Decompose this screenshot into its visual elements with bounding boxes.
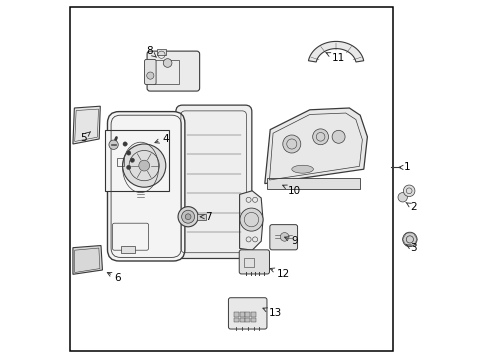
Bar — [234, 318, 239, 322]
Bar — [267, 178, 360, 189]
Circle shape — [240, 208, 263, 231]
FancyBboxPatch shape — [228, 298, 267, 329]
Circle shape — [123, 142, 127, 146]
Text: 12: 12 — [270, 268, 290, 279]
Polygon shape — [73, 246, 102, 274]
Text: 5: 5 — [80, 132, 91, 143]
Circle shape — [283, 135, 301, 153]
Circle shape — [126, 151, 131, 155]
Text: 4: 4 — [155, 134, 169, 144]
FancyBboxPatch shape — [107, 112, 185, 261]
Bar — [240, 312, 245, 317]
Circle shape — [182, 210, 195, 223]
Circle shape — [130, 158, 134, 162]
Circle shape — [332, 130, 345, 143]
FancyBboxPatch shape — [270, 225, 297, 250]
Polygon shape — [308, 41, 364, 62]
Bar — [251, 318, 256, 322]
Circle shape — [126, 165, 131, 170]
Text: 2: 2 — [406, 202, 416, 212]
Text: 13: 13 — [263, 308, 282, 318]
Text: 1: 1 — [399, 162, 411, 172]
FancyBboxPatch shape — [145, 59, 156, 85]
Text: 10: 10 — [283, 185, 301, 196]
FancyBboxPatch shape — [239, 250, 270, 274]
Circle shape — [185, 214, 191, 220]
Ellipse shape — [292, 165, 314, 173]
Text: 9: 9 — [285, 236, 298, 246]
Circle shape — [280, 233, 289, 241]
Text: 6: 6 — [107, 273, 122, 283]
Polygon shape — [265, 108, 368, 184]
Bar — [244, 258, 254, 267]
Bar — [117, 158, 123, 166]
Circle shape — [403, 185, 415, 197]
Circle shape — [403, 232, 417, 247]
Text: 11: 11 — [326, 53, 344, 63]
Bar — [245, 318, 250, 322]
Circle shape — [163, 59, 172, 67]
Circle shape — [178, 207, 198, 227]
Bar — [234, 312, 239, 317]
Bar — [245, 312, 250, 317]
Bar — [71, 7, 392, 351]
Bar — [251, 312, 256, 317]
Circle shape — [109, 140, 118, 149]
Polygon shape — [240, 191, 263, 250]
Polygon shape — [73, 106, 100, 144]
Circle shape — [398, 193, 407, 202]
Bar — [197, 214, 206, 220]
Circle shape — [313, 129, 328, 145]
Bar — [121, 246, 135, 253]
Bar — [157, 49, 166, 55]
Circle shape — [139, 160, 149, 171]
Text: 3: 3 — [406, 243, 416, 253]
Bar — [154, 60, 179, 84]
Text: 8: 8 — [146, 46, 156, 57]
Bar — [240, 318, 245, 322]
Circle shape — [122, 144, 166, 187]
Text: 7: 7 — [200, 212, 212, 222]
Circle shape — [147, 72, 154, 79]
Bar — [104, 130, 170, 191]
FancyBboxPatch shape — [147, 51, 199, 91]
FancyBboxPatch shape — [176, 105, 252, 258]
